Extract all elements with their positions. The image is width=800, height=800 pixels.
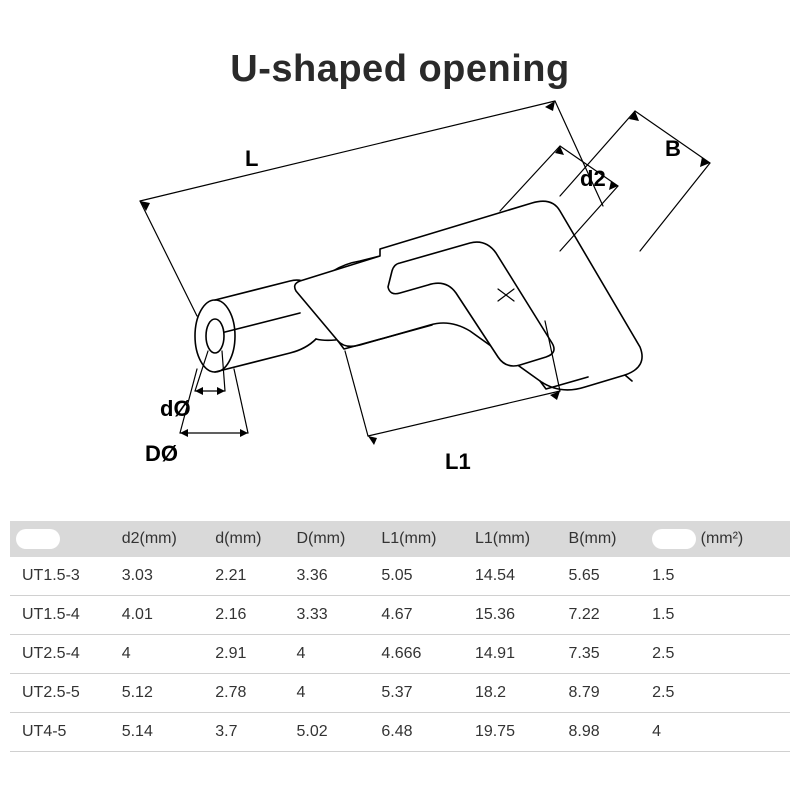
dim-label-d: dØ [160, 396, 191, 422]
cell: 2.16 [209, 596, 290, 635]
cell: 7.22 [563, 596, 647, 635]
table-row: UT2.5-5 5.12 2.78 4 5.37 18.2 8.79 2.5 [10, 674, 790, 713]
cell: 2.5 [646, 635, 790, 674]
spec-table-body: UT1.5-3 3.03 2.21 3.36 5.05 14.54 5.65 1… [10, 557, 790, 752]
cell-model: UT1.5-3 [10, 557, 116, 596]
cell: 18.2 [469, 674, 563, 713]
cell: 7.35 [563, 635, 647, 674]
technical-diagram: L B d2 dØ DØ L1 [0, 91, 800, 521]
cell: 3.36 [290, 557, 375, 596]
cell: 19.75 [469, 713, 563, 752]
cell-model: UT2.5-4 [10, 635, 116, 674]
cell: 15.36 [469, 596, 563, 635]
cell: 5.12 [116, 674, 210, 713]
dim-label-D: DØ [145, 441, 178, 467]
table-row: UT2.5-4 4 2.91 4 4.666 14.91 7.35 2.5 [10, 635, 790, 674]
dim-label-B: B [665, 136, 681, 162]
col-area-label: (mm²) [701, 530, 744, 547]
spec-table-container: d2(mm) d(mm) D(mm) L1(mm) L1(mm) B(mm) (… [0, 521, 800, 752]
spec-table: d2(mm) d(mm) D(mm) L1(mm) L1(mm) B(mm) (… [10, 521, 790, 752]
cell: 3.03 [116, 557, 210, 596]
header-pill-right [652, 529, 696, 549]
spec-table-header: d2(mm) d(mm) D(mm) L1(mm) L1(mm) B(mm) (… [10, 521, 790, 557]
cell: 4 [116, 635, 210, 674]
table-row: UT4-5 5.14 3.7 5.02 6.48 19.75 8.98 4 [10, 713, 790, 752]
col-d2: d2(mm) [116, 521, 210, 557]
cell: 2.21 [209, 557, 290, 596]
cell: 5.14 [116, 713, 210, 752]
table-row: UT1.5-4 4.01 2.16 3.33 4.67 15.36 7.22 1… [10, 596, 790, 635]
cell: 2.5 [646, 674, 790, 713]
page-title: U-shaped opening [0, 0, 800, 91]
cell: 6.48 [375, 713, 469, 752]
cell: 4 [290, 635, 375, 674]
cell-model: UT2.5-5 [10, 674, 116, 713]
cell: 1.5 [646, 596, 790, 635]
col-L1a: L1(mm) [375, 521, 469, 557]
col-d: d(mm) [209, 521, 290, 557]
col-model [10, 521, 116, 557]
dim-label-L1: L1 [445, 449, 471, 475]
col-B: B(mm) [563, 521, 647, 557]
cell: 4.666 [375, 635, 469, 674]
cell: 5.02 [290, 713, 375, 752]
cell: 8.79 [563, 674, 647, 713]
cell-model: UT4-5 [10, 713, 116, 752]
cell: 2.78 [209, 674, 290, 713]
cell-model: UT1.5-4 [10, 596, 116, 635]
dim-label-L: L [245, 146, 258, 172]
col-D: D(mm) [290, 521, 375, 557]
cell: 3.33 [290, 596, 375, 635]
col-L1b: L1(mm) [469, 521, 563, 557]
cell: 5.37 [375, 674, 469, 713]
cell: 5.65 [563, 557, 647, 596]
col-area: (mm²) [646, 521, 790, 557]
cell: 4.67 [375, 596, 469, 635]
cell: 3.7 [209, 713, 290, 752]
cell: 1.5 [646, 557, 790, 596]
cell: 4.01 [116, 596, 210, 635]
header-pill-left [16, 529, 60, 549]
cell: 5.05 [375, 557, 469, 596]
cell: 2.91 [209, 635, 290, 674]
cell: 4 [290, 674, 375, 713]
table-row: UT1.5-3 3.03 2.21 3.36 5.05 14.54 5.65 1… [10, 557, 790, 596]
dim-label-d2: d2 [580, 166, 606, 192]
cell: 4 [646, 713, 790, 752]
cell: 8.98 [563, 713, 647, 752]
cell: 14.54 [469, 557, 563, 596]
cell: 14.91 [469, 635, 563, 674]
